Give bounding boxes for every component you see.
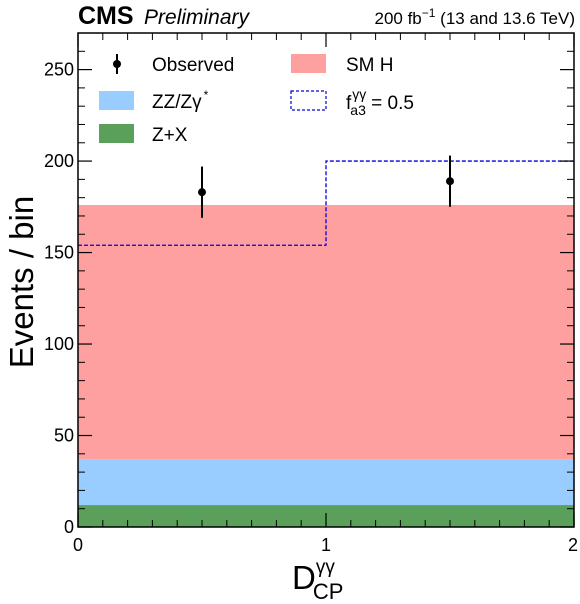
x-tick-label: 1 (321, 535, 331, 555)
x-axis-sub: CP (313, 579, 344, 604)
bar-zz-z--bin-1 (78, 459, 326, 506)
lumi-suffix: (13 and 13.6 TeV) (435, 9, 575, 28)
legend-alt-value: = 0.5 (366, 93, 414, 114)
legend-zz: ZZ/Zγ * (99, 88, 209, 113)
bar-sm-h-bin-2 (326, 204, 574, 460)
x-tick-label: 2 (568, 535, 578, 555)
legend-zx: Z+X (99, 124, 188, 146)
lumi-label: 200 fb−1 (13 and 13.6 TeV) (374, 6, 575, 28)
x-tick-label: 0 (73, 535, 83, 555)
y-axis-title: Events / bin (3, 196, 40, 368)
bar-sm-h-bin-1 (78, 204, 326, 460)
observed-point-2 (446, 177, 454, 186)
axis-ticks: 0 50 100 150 200 250 0 1 2 (44, 32, 578, 555)
bar-zz-z--bin-2 (326, 459, 574, 506)
legend-alt-sub: a3 (350, 102, 366, 118)
y-tick-label: 200 (44, 151, 74, 171)
legend-zx-label: Z+X (152, 125, 188, 146)
legend-alt-f: f (346, 93, 352, 114)
experiment-label: CMS (78, 2, 134, 30)
legend-alt-swatch (290, 90, 327, 111)
y-tick-label: 150 (44, 243, 74, 263)
legend-observed-label: Observed (152, 55, 234, 76)
stack-bars (78, 204, 574, 527)
x-axis-main: D (292, 559, 316, 596)
observed-points (198, 155, 454, 218)
y-tick-label: 250 (44, 60, 74, 80)
legend-smh-label: SM H (346, 55, 394, 76)
lumi-exponent: −1 (422, 6, 436, 20)
legend-smh: SM H (291, 54, 394, 76)
legend-observed-marker (113, 60, 121, 68)
legend-zz-main: ZZ/Zγ (152, 92, 202, 113)
bar-z-x-bin-1 (78, 505, 326, 527)
legend-zx-swatch (99, 124, 134, 143)
y-tick-label: 0 (64, 517, 74, 537)
legend-alt-label: fγγ a3 = 0.5 (346, 86, 414, 118)
x-axis-sup: γγ (316, 557, 336, 578)
x-axis-title: Dγγ CP (292, 557, 343, 604)
legend-alt-sup: γγ (352, 86, 366, 102)
lumi-prefix: 200 fb (374, 9, 421, 28)
y-tick-label: 50 (54, 426, 74, 446)
observed-point-1 (198, 188, 206, 197)
legend-observed: Observed (113, 54, 234, 76)
legend-alt: fγγ a3 = 0.5 (290, 86, 414, 118)
legend: Observed SM H ZZ/Zγ * fγγ a3 = 0.5 Z+X (99, 54, 414, 146)
legend-zz-star: * (204, 88, 209, 102)
legend-zz-swatch (99, 91, 134, 110)
header-title: CMS Preliminary (78, 2, 251, 30)
y-tick-label: 100 (44, 334, 74, 354)
status-label: Preliminary (144, 6, 251, 29)
legend-zz-label: ZZ/Zγ * (152, 88, 209, 113)
legend-smh-swatch (291, 54, 326, 73)
bar-z-x-bin-2 (326, 505, 574, 527)
